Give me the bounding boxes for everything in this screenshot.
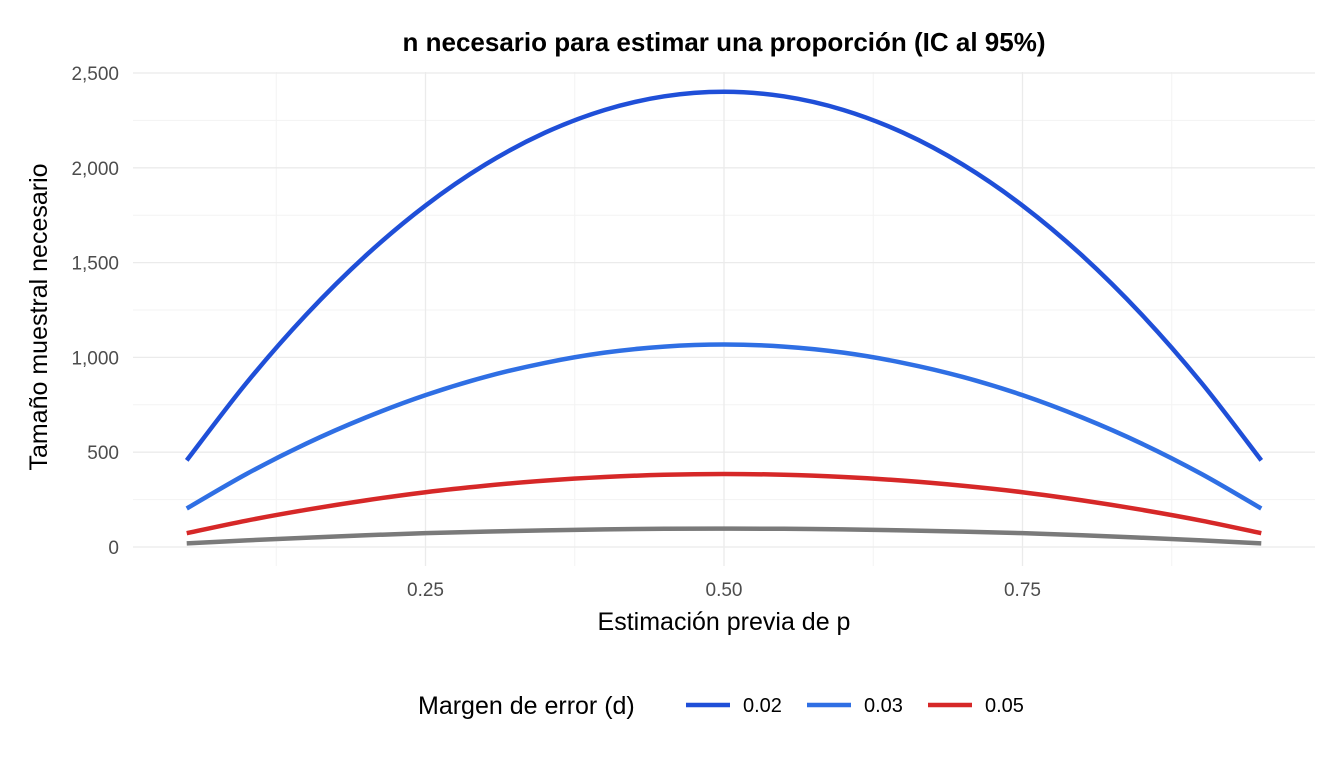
series-lines <box>184 89 1264 546</box>
x-tick-label: 0.25 <box>407 580 444 601</box>
y-tick-label: 2,500 <box>71 64 119 85</box>
legend: Margen de error (d) 0.02 0.03 0.05 <box>418 692 1024 720</box>
legend-title: Margen de error (d) <box>418 692 635 720</box>
legend-label-0.05: 0.05 <box>985 695 1024 717</box>
series-line-0.05 <box>186 471 1262 536</box>
x-axis-title: Estimación previa de p <box>598 608 851 636</box>
y-tick-label: 0 <box>108 538 119 559</box>
y-tick-label: 2,000 <box>71 159 119 180</box>
y-axis-ticks: 0 500 1,000 1,500 2,000 2,500 <box>71 64 119 559</box>
legend-entries: 0.02 0.03 0.05 <box>686 695 1024 717</box>
legend-label-0.03: 0.03 <box>864 695 903 717</box>
y-tick-label: 500 <box>87 443 119 464</box>
x-tick-label: 0.75 <box>1004 580 1041 601</box>
y-axis-title: Tamaño muestral necesario <box>25 163 53 470</box>
legend-label-0.02: 0.02 <box>743 695 782 717</box>
x-tick-label: 0.50 <box>706 580 743 601</box>
y-tick-label: 1,000 <box>71 348 119 369</box>
x-axis-ticks: 0.25 0.50 0.75 <box>407 580 1041 601</box>
y-tick-label: 1,500 <box>71 254 119 275</box>
chart-title: n necesario para estimar una proporción … <box>403 27 1046 57</box>
series-line-0.02 <box>184 89 1264 462</box>
grid <box>133 72 1315 566</box>
series-line-0.03 <box>185 342 1263 511</box>
series-line-unlabeled <box>186 526 1262 546</box>
